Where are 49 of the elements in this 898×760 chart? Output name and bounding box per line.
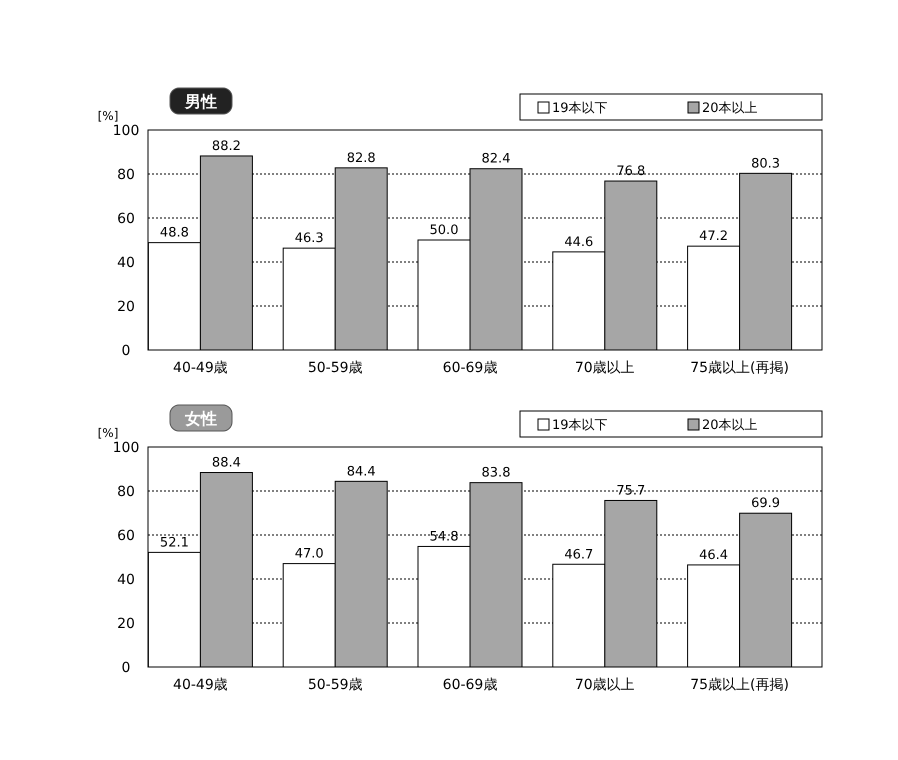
y-axis-title: [%] [98,426,118,440]
data-label: 76.8 [616,164,646,180]
x-tick-label: 75歳以上(再掲) [690,360,789,376]
x-tick-label: 75歳以上(再掲) [690,677,789,693]
x-tick-label: 40-49歳 [173,360,228,376]
legend-label: 19本以下 [552,418,608,433]
chart-title: 男性 [184,92,217,111]
x-tick-label: 40-49歳 [173,677,228,693]
y-tick-label: 100 [112,123,140,139]
data-label: 47.0 [294,546,324,562]
y-tick-label: 0 [122,343,130,359]
y-tick-label: 80 [117,484,135,500]
y-axis-title: [%] [98,109,118,123]
y-tick-label: 60 [117,211,135,227]
x-tick-label: 70歳以上 [574,677,635,693]
chart-title: 女性 [184,409,217,428]
data-label: 46.7 [564,547,594,562]
y-tick-label: 100 [112,440,140,456]
y-tick-label: 40 [117,255,135,271]
data-label: 46.3 [294,231,324,246]
y-tick-label: 0 [122,660,130,676]
data-label: 84.4 [346,464,376,480]
data-label: 82.4 [482,152,510,167]
data-label: 50.0 [430,223,458,238]
x-tick-label: 60-69歳 [442,360,498,376]
data-label: 75.7 [616,483,646,498]
y-tick-label: 60 [117,528,135,544]
data-label: 47.2 [699,229,728,244]
data-label: 48.8 [160,226,189,241]
data-label: 82.8 [346,150,376,166]
y-tick-label: 20 [117,299,135,315]
y-tick-label: 80 [117,167,135,183]
data-label: 88.4 [212,456,241,471]
legend-label: 19本以下 [552,101,608,116]
x-tick-label: 50-59歳 [308,360,363,376]
data-label: 44.6 [564,234,594,250]
legend-label: 20本以上 [702,101,758,116]
x-tick-label: 60-69歳 [442,677,498,693]
data-label: 69.9 [751,496,780,512]
data-label: 83.8 [482,466,510,481]
legend-label: 20本以上 [702,418,758,433]
x-tick-label: 50-59歳 [308,677,363,693]
data-label: 80.3 [751,156,780,172]
y-tick-label: 20 [117,616,135,632]
x-tick-label: 70歳以上 [574,360,635,376]
data-label: 52.1 [160,535,189,550]
data-label: 46.4 [699,548,728,563]
data-label: 88.2 [212,138,241,154]
y-tick-label: 40 [117,572,135,588]
